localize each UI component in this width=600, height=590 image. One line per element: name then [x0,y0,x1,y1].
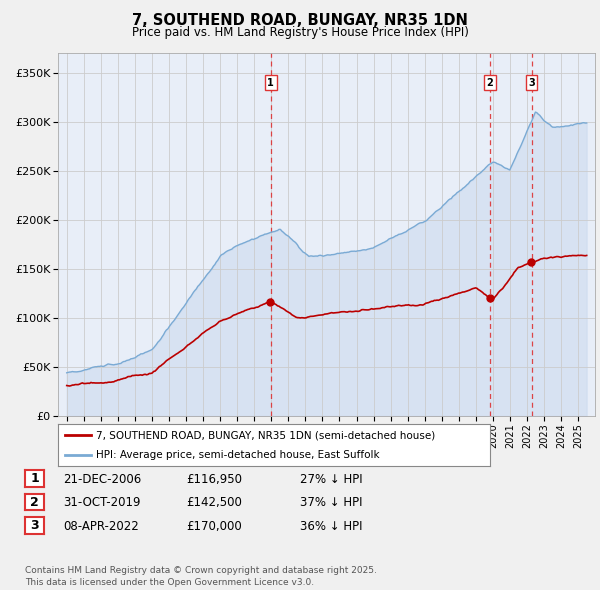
Text: 2: 2 [31,496,39,509]
Text: Contains HM Land Registry data © Crown copyright and database right 2025.
This d: Contains HM Land Registry data © Crown c… [25,566,377,587]
Text: 1: 1 [31,472,39,485]
Text: 7, SOUTHEND ROAD, BUNGAY, NR35 1DN: 7, SOUTHEND ROAD, BUNGAY, NR35 1DN [132,13,468,28]
Text: HPI: Average price, semi-detached house, East Suffolk: HPI: Average price, semi-detached house,… [96,450,380,460]
Text: 37% ↓ HPI: 37% ↓ HPI [300,496,362,509]
Text: 36% ↓ HPI: 36% ↓ HPI [300,520,362,533]
Text: 3: 3 [528,77,535,87]
Text: 2: 2 [487,77,493,87]
Text: 08-APR-2022: 08-APR-2022 [63,520,139,533]
Text: 1: 1 [268,77,274,87]
Text: 7, SOUTHEND ROAD, BUNGAY, NR35 1DN (semi-detached house): 7, SOUTHEND ROAD, BUNGAY, NR35 1DN (semi… [96,430,436,440]
Text: 27% ↓ HPI: 27% ↓ HPI [300,473,362,486]
Text: 3: 3 [31,519,39,532]
Text: £170,000: £170,000 [186,520,242,533]
Text: 31-OCT-2019: 31-OCT-2019 [63,496,140,509]
Text: £116,950: £116,950 [186,473,242,486]
Text: £142,500: £142,500 [186,496,242,509]
Text: 21-DEC-2006: 21-DEC-2006 [63,473,141,486]
Text: Price paid vs. HM Land Registry's House Price Index (HPI): Price paid vs. HM Land Registry's House … [131,26,469,39]
